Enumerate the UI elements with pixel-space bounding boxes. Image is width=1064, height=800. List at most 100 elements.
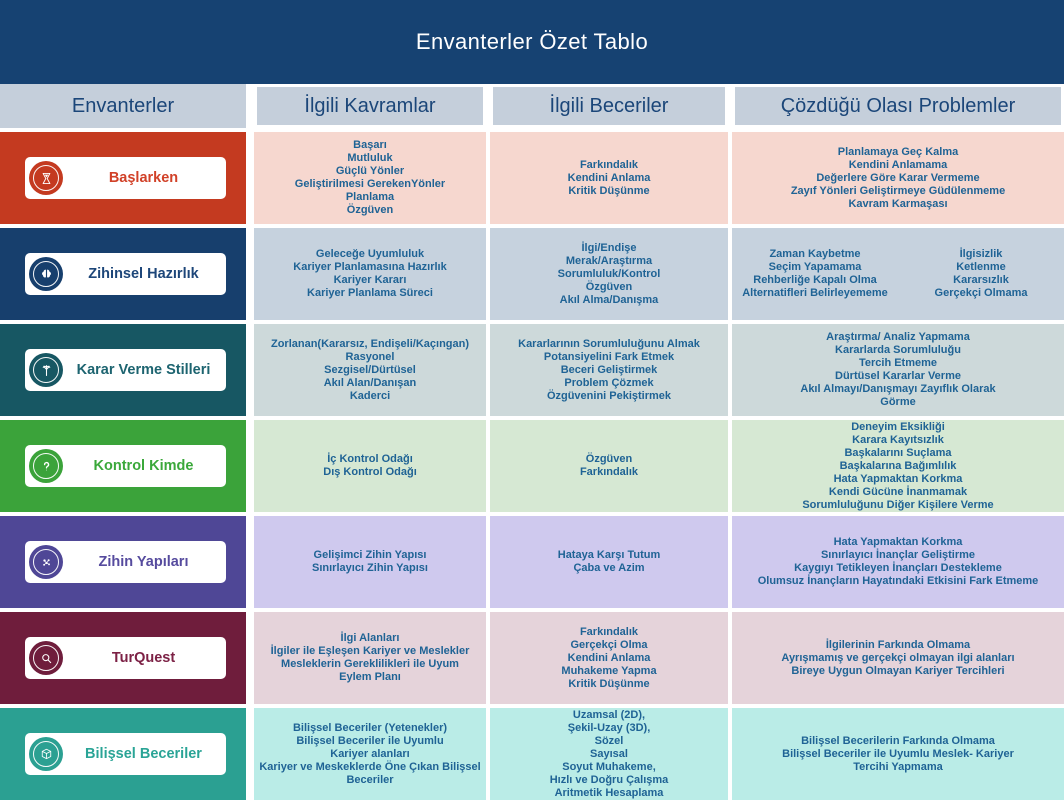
cell-line: Görme <box>880 396 916 408</box>
cell-line: Değerlere Göre Karar Vermeme <box>816 171 980 184</box>
cell-line: Sayısal <box>590 747 628 760</box>
cell-line: Zorlanan(Kararsız, Endişeli/Kaçıngan) <box>270 337 470 350</box>
icon-ring <box>33 549 59 575</box>
cell-line: Hata Yapmaktan Korkma <box>833 472 963 485</box>
cell-line: Problem Çözmek <box>564 376 654 389</box>
inventory-panel: Zihin Yapıları <box>0 516 246 608</box>
cell-line: Beceriler <box>346 773 394 786</box>
column-header-envanterler: Envanterler <box>0 84 246 128</box>
cell-line: Kendini Anlamama <box>848 158 948 171</box>
inventory-label: Kontrol Kimde <box>93 458 194 474</box>
inventory-panel: Kontrol Kimde <box>0 420 246 512</box>
kavramlar-cell: Geleceğe Uyumluluk Kariyer Planlamasına H… <box>254 228 486 320</box>
cell-line: Şekil-Uzay (3D), <box>567 721 651 734</box>
inventory-panel: Karar Verme Stilleri <box>0 324 246 416</box>
cell-line: Akıl Alma/Danışma <box>559 293 659 306</box>
cell-line: Rasyonel <box>345 350 395 363</box>
problemler-cell: Bilişsel Becerilerin Farkında Olmama Bili… <box>732 708 1064 800</box>
cell-line: Kariyer Planlama Süreci <box>307 287 433 299</box>
cell-line: Gerçekçi Olma <box>570 638 648 651</box>
cell-line: İlgisizlik <box>959 248 1003 260</box>
cell-line: Soyut Muhakeme, <box>562 760 656 773</box>
kavramlar-cell: İç Kontrol Odağı Dış Kontrol Odağı <box>254 420 486 512</box>
kavramlar-cell: Bilişsel Beceriler (Yetenekler) Bilişsel … <box>254 708 486 800</box>
inventory-label: TurQuest <box>111 650 176 666</box>
cube-icon <box>29 737 63 771</box>
cell-line: Uzamsal (2D), <box>572 708 646 721</box>
inventory-pill: Zihinsel Hazırlık <box>25 253 226 295</box>
cell-line: Çaba ve Azim <box>573 562 645 574</box>
split-path-icon <box>29 353 63 387</box>
inventory-panel: Zihinsel Hazırlık <box>0 228 246 320</box>
cell-line: Kararsızlık <box>953 274 1009 286</box>
problemler-cell: Deneyim Eksikliği Karara Kayıtsızlık Başka… <box>732 420 1064 512</box>
column-header-beceriler: İlgili Beceriler <box>490 84 728 128</box>
inventory-pill: Bilişsel Beceriler <box>25 733 226 775</box>
icon-ring <box>33 453 59 479</box>
cell-line: Başkalarına Bağımlılık <box>839 459 957 472</box>
cell-line: Kariyer alanları <box>330 747 410 760</box>
cell-line: Sezgisel/Dürtüsel <box>324 363 416 376</box>
cell-line: Mutluluk <box>347 152 393 164</box>
cell-line: Başarı <box>353 139 387 151</box>
inventory-panel: Bilişsel Beceriler <box>0 708 246 800</box>
cell-line: Eylem Planı <box>339 671 401 683</box>
cell-line: Geleceğe Uyumluluk <box>315 248 425 260</box>
cell-line: Hızlı ve Doğru Çalışma <box>549 773 669 786</box>
beceriler-cell: Özgüven Farkındalık <box>490 420 728 512</box>
cell-line: Zayıf Yönleri Geliştirmeye Güdülenmeme <box>790 184 1006 197</box>
inventory-label: Bilişsel Beceriler <box>85 746 202 762</box>
kavramlar-cell: Başarı Mutluluk Güçlü Yönler Geliştirilmesi… <box>254 132 486 224</box>
cell-line: Bilişsel Beceriler (Yetenekler) <box>292 721 448 734</box>
cell-line: Özgüven <box>585 453 633 465</box>
cell-line: Seçim Yapamama <box>768 261 862 273</box>
cell-line: Kritik Düşünme <box>568 184 650 197</box>
cell-line: Kararlarının Sorumluluğunu Almak <box>518 337 700 350</box>
problemler-column: İlgisizlik Ketlenme Kararsızlık Gerçekçi Ol… <box>898 248 1064 300</box>
cell-line: Kaderci <box>349 389 391 402</box>
cell-line: Bireye Uygun Olmayan Kariyer Tercihleri <box>791 664 1005 677</box>
cell-line: Karara Kayıtsızlık <box>852 433 944 446</box>
cell-line: Farkındalık <box>579 158 639 171</box>
beceriler-cell: Kararlarının Sorumluluğunu Almak Potansiy… <box>490 324 728 416</box>
cell-line: Planlama <box>345 191 395 203</box>
problemler-column: Zaman Kaybetme Seçim Yapamama Rehberliğe K… <box>732 248 898 300</box>
cell-line: Kendi Gücüne İnanmamak <box>828 485 968 498</box>
cell-line: Özgüven <box>585 280 633 293</box>
cell-line: İlgi Alanları <box>340 632 400 644</box>
inventory-label: Karar Verme Stilleri <box>76 362 211 378</box>
cell-line: Mesleklerin Gereklilikleri ile Uyum <box>281 658 459 670</box>
cell-line: Güçlü Yönler <box>335 165 405 177</box>
cell-line: Merak/Araştırma <box>565 254 653 267</box>
cell-line: Gerçekçi Olmama <box>934 287 1028 299</box>
cell-line: Hataya Karşı Tutum <box>557 549 661 561</box>
cell-line: Olumsuz İnançların Hayatındaki Etkisini … <box>757 575 1039 587</box>
inventory-pill: Zihin Yapıları <box>25 541 226 583</box>
cell-line: Kariyer ve Meskeklerde Öne Çıkan Bilişse… <box>259 760 481 773</box>
cell-line: Rehberliğe Kapalı Olma <box>753 274 877 286</box>
icon-ring <box>33 357 59 383</box>
cell-line: Deneyim Eksikliği <box>851 420 945 433</box>
cell-line: Tercihi Yapmama <box>853 760 943 773</box>
summary-table: Envanterler İlgili Kavramlar İlgili Bece… <box>0 84 1064 800</box>
cell-line: Tercih Etmeme <box>858 357 938 369</box>
icon-ring <box>33 645 59 671</box>
cell-line: Kaygıyı Tetikleyen İnançları Destekleme <box>794 562 1002 574</box>
cell-line: Bilişsel Beceriler ile Uyumlu <box>296 734 444 747</box>
kavramlar-cell: Gelişimci Zihin Yapısı Sınırlayıcı Zihin … <box>254 516 486 608</box>
inventory-label: Zihinsel Hazırlık <box>88 266 199 282</box>
cell-line: Alternatifleri Belirleyememe <box>742 287 888 299</box>
problemler-cell: Araştırma/ Analiz Yapmama Kararlarda Soru… <box>732 324 1064 416</box>
cell-line: Özgüven <box>346 204 394 216</box>
kavramlar-cell: Zorlanan(Kararsız, Endişeli/Kaçıngan) Ras… <box>254 324 486 416</box>
cell-line: Bilişsel Beceriler ile Uyumlu Meslek- Ka… <box>782 747 1014 760</box>
question-mark-icon <box>29 449 63 483</box>
cell-line: İlgiler ile Eşleşen Kariyer ve Meslekler <box>270 645 470 657</box>
beceriler-cell: İlgi/Endişe Merak/Araştırma Sorumluluk/Kon… <box>490 228 728 320</box>
cell-line: Hata Yapmaktan Korkma <box>833 536 963 548</box>
cell-line: Planlamaya Geç Kalma <box>837 145 959 158</box>
cell-line: Başkalarını Suçlama <box>844 446 952 459</box>
problemler-cell: Hata Yapmaktan Korkma Sınırlayıcı İnançla… <box>732 516 1064 608</box>
cell-line: Ketlenme <box>956 261 1006 273</box>
cell-line: Ayrışmamış ve gerçekçi olmayan ilgi alan… <box>781 651 1015 664</box>
